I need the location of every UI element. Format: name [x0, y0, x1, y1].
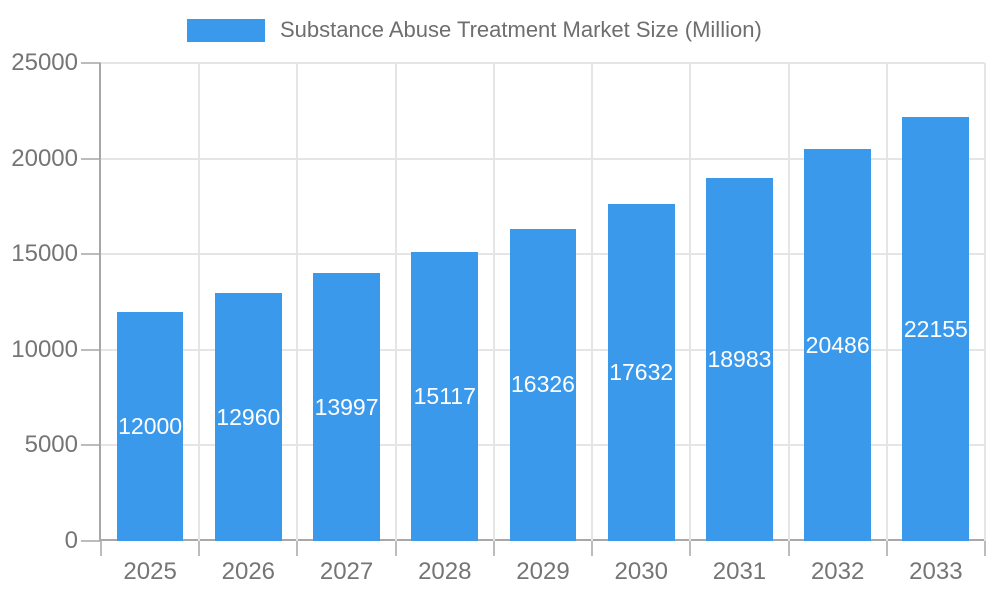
x-tick-mark — [984, 541, 986, 556]
y-axis-labels: 0 5000 10000 15000 20000 25000 — [0, 49, 78, 554]
v-gridline — [296, 63, 299, 541]
x-tick-label: 2025 — [123, 558, 177, 585]
x-tick-label: 2027 — [319, 558, 374, 585]
v-gridline — [787, 63, 790, 541]
bar-value-label: 16326 — [511, 371, 575, 398]
y-tick-mark — [81, 444, 101, 447]
x-axis-ticks — [100, 541, 986, 556]
x-tick-mark — [689, 541, 692, 556]
bar-value-label: 17632 — [609, 358, 674, 385]
y-tick-label: 0 — [64, 527, 78, 554]
bar[interactable]: 16326 — [509, 228, 577, 541]
bar[interactable]: 17632 — [607, 203, 675, 541]
bar-value-label: 12000 — [118, 412, 183, 439]
x-axis-labels: 2025 2026 2027 2028 2029 2030 2031 2032 2033 — [101, 558, 985, 590]
x-tick-label: 2033 — [909, 558, 963, 585]
y-tick-label: 5000 — [24, 431, 78, 459]
h-gridline — [101, 157, 985, 160]
x-tick-mark — [492, 541, 495, 556]
v-gridline — [492, 63, 495, 541]
x-tick-label: 2032 — [810, 558, 865, 585]
legend-swatch-icon — [187, 18, 265, 42]
y-tick-label: 20000 — [11, 144, 78, 172]
chart-legend[interactable]: Substance Abuse Treatment Market Size (M… — [187, 17, 762, 43]
bar[interactable]: 18983 — [706, 178, 773, 541]
bar[interactable]: 22155 — [902, 117, 970, 541]
y-tick-label: 25000 — [11, 49, 78, 76]
bar[interactable]: 15117 — [411, 251, 479, 541]
y-axis-ticks — [81, 62, 101, 542]
v-gridline — [689, 63, 692, 541]
x-tick-mark — [591, 541, 594, 556]
x-tick-mark — [885, 541, 888, 556]
y-tick-label: 15000 — [11, 240, 78, 268]
v-gridline — [591, 63, 594, 541]
y-tick-label: 10000 — [11, 335, 78, 363]
y-axis-line — [99, 63, 101, 541]
v-gridline — [394, 63, 397, 541]
y-tick-mark — [81, 157, 101, 160]
x-tick-mark — [394, 541, 397, 556]
x-tick-label: 2030 — [614, 558, 668, 585]
x-tick-label: 2028 — [418, 558, 472, 585]
h-gridline — [101, 62, 985, 64]
bar-value-label: 20486 — [805, 331, 870, 358]
bar-value-label: 15117 — [413, 382, 476, 409]
x-tick-label: 2031 — [712, 558, 767, 585]
x-tick-mark — [787, 541, 790, 556]
bar[interactable]: 12000 — [116, 311, 184, 541]
bar-value-label: 12960 — [216, 403, 281, 430]
x-tick-label: 2026 — [221, 558, 276, 585]
y-tick-mark — [81, 348, 101, 351]
y-tick-mark — [81, 62, 101, 64]
v-gridline — [885, 63, 888, 541]
x-tick-mark — [198, 541, 201, 556]
x-tick-mark — [296, 541, 299, 556]
v-gridline — [198, 63, 201, 541]
x-tick-mark — [100, 541, 102, 556]
bar-value-label: 22155 — [903, 315, 968, 342]
bar-value-label: 18983 — [707, 346, 772, 373]
v-gridline — [984, 63, 986, 541]
plot-area: 12000 12960 13997 15117 16326 17632 18983 20486… — [101, 62, 986, 541]
bar[interactable]: 12960 — [214, 293, 282, 541]
x-tick-label: 2029 — [516, 558, 570, 585]
y-tick-mark — [81, 253, 101, 256]
y-tick-mark — [81, 540, 101, 542]
bar-value-label: 13997 — [314, 393, 379, 420]
bar[interactable]: 20486 — [804, 149, 872, 541]
legend-label: Substance Abuse Treatment Market Size (M… — [280, 17, 762, 42]
bar[interactable]: 13997 — [313, 273, 380, 541]
